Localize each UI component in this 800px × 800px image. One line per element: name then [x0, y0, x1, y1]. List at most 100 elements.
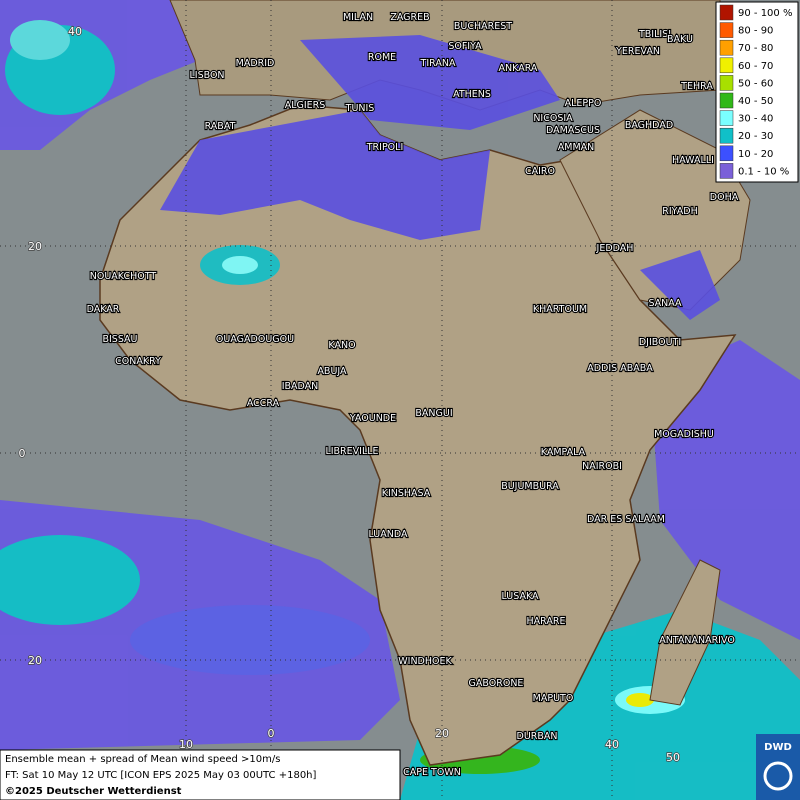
city-label: ANKARA: [499, 63, 538, 74]
footer-line: ©2025 Deutscher Wetterdienst: [5, 786, 182, 797]
legend-swatch: [719, 127, 734, 144]
legend-swatch: [719, 75, 734, 91]
city-label: BAKU: [667, 34, 693, 45]
city-label: ZAGREB: [390, 12, 429, 23]
city-label: SOFIYA: [448, 41, 482, 52]
city-label: NICOSIA: [533, 113, 573, 124]
city-label: TUNIS: [345, 103, 375, 114]
city-label: LUANDA: [368, 529, 408, 540]
footer-box: [0, 749, 401, 800]
logo-swirl: [763, 761, 793, 791]
city-label: RIYADH: [662, 206, 697, 217]
city-label: LUSAKA: [501, 591, 539, 602]
city-label: CONAKRY: [115, 356, 161, 367]
city-label: DJIBOUTI: [639, 337, 681, 348]
city-label: NAIROBI: [582, 461, 622, 472]
city-label: HAWALLI: [672, 155, 714, 166]
city-label: BAGHDAD: [625, 120, 673, 131]
footer-line: Ensemble mean + spread of Mean wind spee…: [5, 754, 280, 765]
city-label: LIBREVILLE: [325, 446, 378, 457]
city-label: DAMASCUS: [546, 125, 600, 136]
legend-label: 90 - 100 %: [738, 8, 792, 19]
city-label: KAMPALA: [541, 447, 586, 458]
footer-line: FT: Sat 10 May 12 UTC [ICON EPS 2025 May…: [5, 770, 317, 781]
city-label: ROME: [368, 52, 396, 63]
land-wind: [160, 35, 720, 320]
city-label: OUAGADOUGOU: [216, 334, 294, 345]
legend-swatch: [719, 110, 734, 126]
legend-swatch: [719, 22, 734, 38]
city-label: GABORONE: [469, 678, 524, 689]
legend-swatch: [719, 145, 734, 162]
legend-label: 30 - 40: [738, 114, 773, 125]
city-label: HARARE: [527, 616, 566, 627]
city-label: TEHRA: [680, 81, 713, 92]
legend-label: 20 - 30: [738, 131, 773, 142]
city-label: DOHA: [710, 192, 739, 203]
longitude-label: 10: [179, 738, 193, 751]
city-label: TIRANA: [420, 58, 456, 69]
legend-label: 0.1 - 10 %: [738, 166, 789, 177]
city-label: MAPUTO: [533, 693, 574, 704]
longitude-label: 20: [435, 727, 449, 740]
longitude-label: 40: [605, 738, 619, 751]
city-label: IBADAN: [282, 381, 319, 392]
city-label: KANO: [328, 340, 355, 351]
latitude-label: 40: [68, 25, 82, 38]
legend-label: 60 - 70: [738, 61, 773, 72]
city-label: CAPE TOWN: [403, 767, 461, 778]
city-label: BISSAU: [102, 334, 137, 345]
city-label: MILAN: [343, 12, 373, 23]
legend-label: 70 - 80: [738, 43, 773, 54]
city-label: ATHENS: [453, 89, 491, 100]
city-label: LISBON: [189, 70, 224, 81]
city-label: MOGADISHU: [654, 429, 714, 440]
city-label: TBILISI: [638, 29, 671, 40]
legend-swatch: [719, 92, 734, 109]
city-label: CAIRO: [525, 166, 555, 177]
city-label: DAKAR: [87, 304, 120, 315]
legend-label: 40 - 50: [738, 96, 773, 107]
city-label: SANAA: [648, 298, 682, 309]
longitude-label: 0: [268, 727, 275, 740]
legend-swatch: [719, 39, 734, 56]
city-label: YEREVAN: [615, 46, 660, 57]
city-label: ACCRA: [247, 398, 280, 409]
city-label: DURBAN: [517, 731, 558, 742]
legend-swatch: [719, 4, 734, 21]
latitude-label: 0: [19, 447, 26, 460]
city-label: JEDDAH: [596, 243, 634, 254]
city-label: MADRID: [236, 58, 275, 69]
city-label: BUCHAREST: [454, 21, 512, 32]
city-label: AMMAN: [558, 142, 595, 153]
legend-swatch: [719, 163, 734, 179]
city-label: ANTANANARIVO: [659, 635, 735, 646]
city-label: ALGIERS: [285, 100, 326, 111]
city-label: DAR ES SALAAM: [587, 514, 665, 525]
latitude-label: 20: [28, 240, 42, 253]
city-label: TRIPOLI: [366, 142, 404, 153]
city-label: WINDHOEK: [398, 656, 452, 667]
city-label: ABUJA: [317, 366, 347, 377]
legend-swatch: [719, 57, 734, 74]
legend-label: 10 - 20: [738, 149, 773, 160]
longitude-label: 50: [666, 751, 680, 764]
legend-label: 80 - 90: [738, 26, 773, 37]
city-label: KINSHASA: [382, 488, 431, 499]
city-label: NOUAKCHOTT: [90, 271, 157, 282]
city-label: YAOUNDE: [349, 413, 396, 424]
city-label: ADDIS ABABA: [587, 363, 653, 374]
city-label: RABAT: [205, 121, 236, 132]
latitude-label: 20: [28, 654, 42, 667]
madagascar: [649, 559, 721, 706]
legend: 90 - 100 % 80 - 90 70 - 80 60 - 70 50 - 60 40…: [715, 1, 799, 183]
city-label: BANGUI: [415, 408, 452, 419]
city-label: BUJUMBURA: [501, 481, 559, 492]
city-label: KHARTOUM: [533, 304, 587, 315]
logo: DWD: [764, 742, 792, 753]
city-label: ALEPPO: [565, 98, 602, 109]
